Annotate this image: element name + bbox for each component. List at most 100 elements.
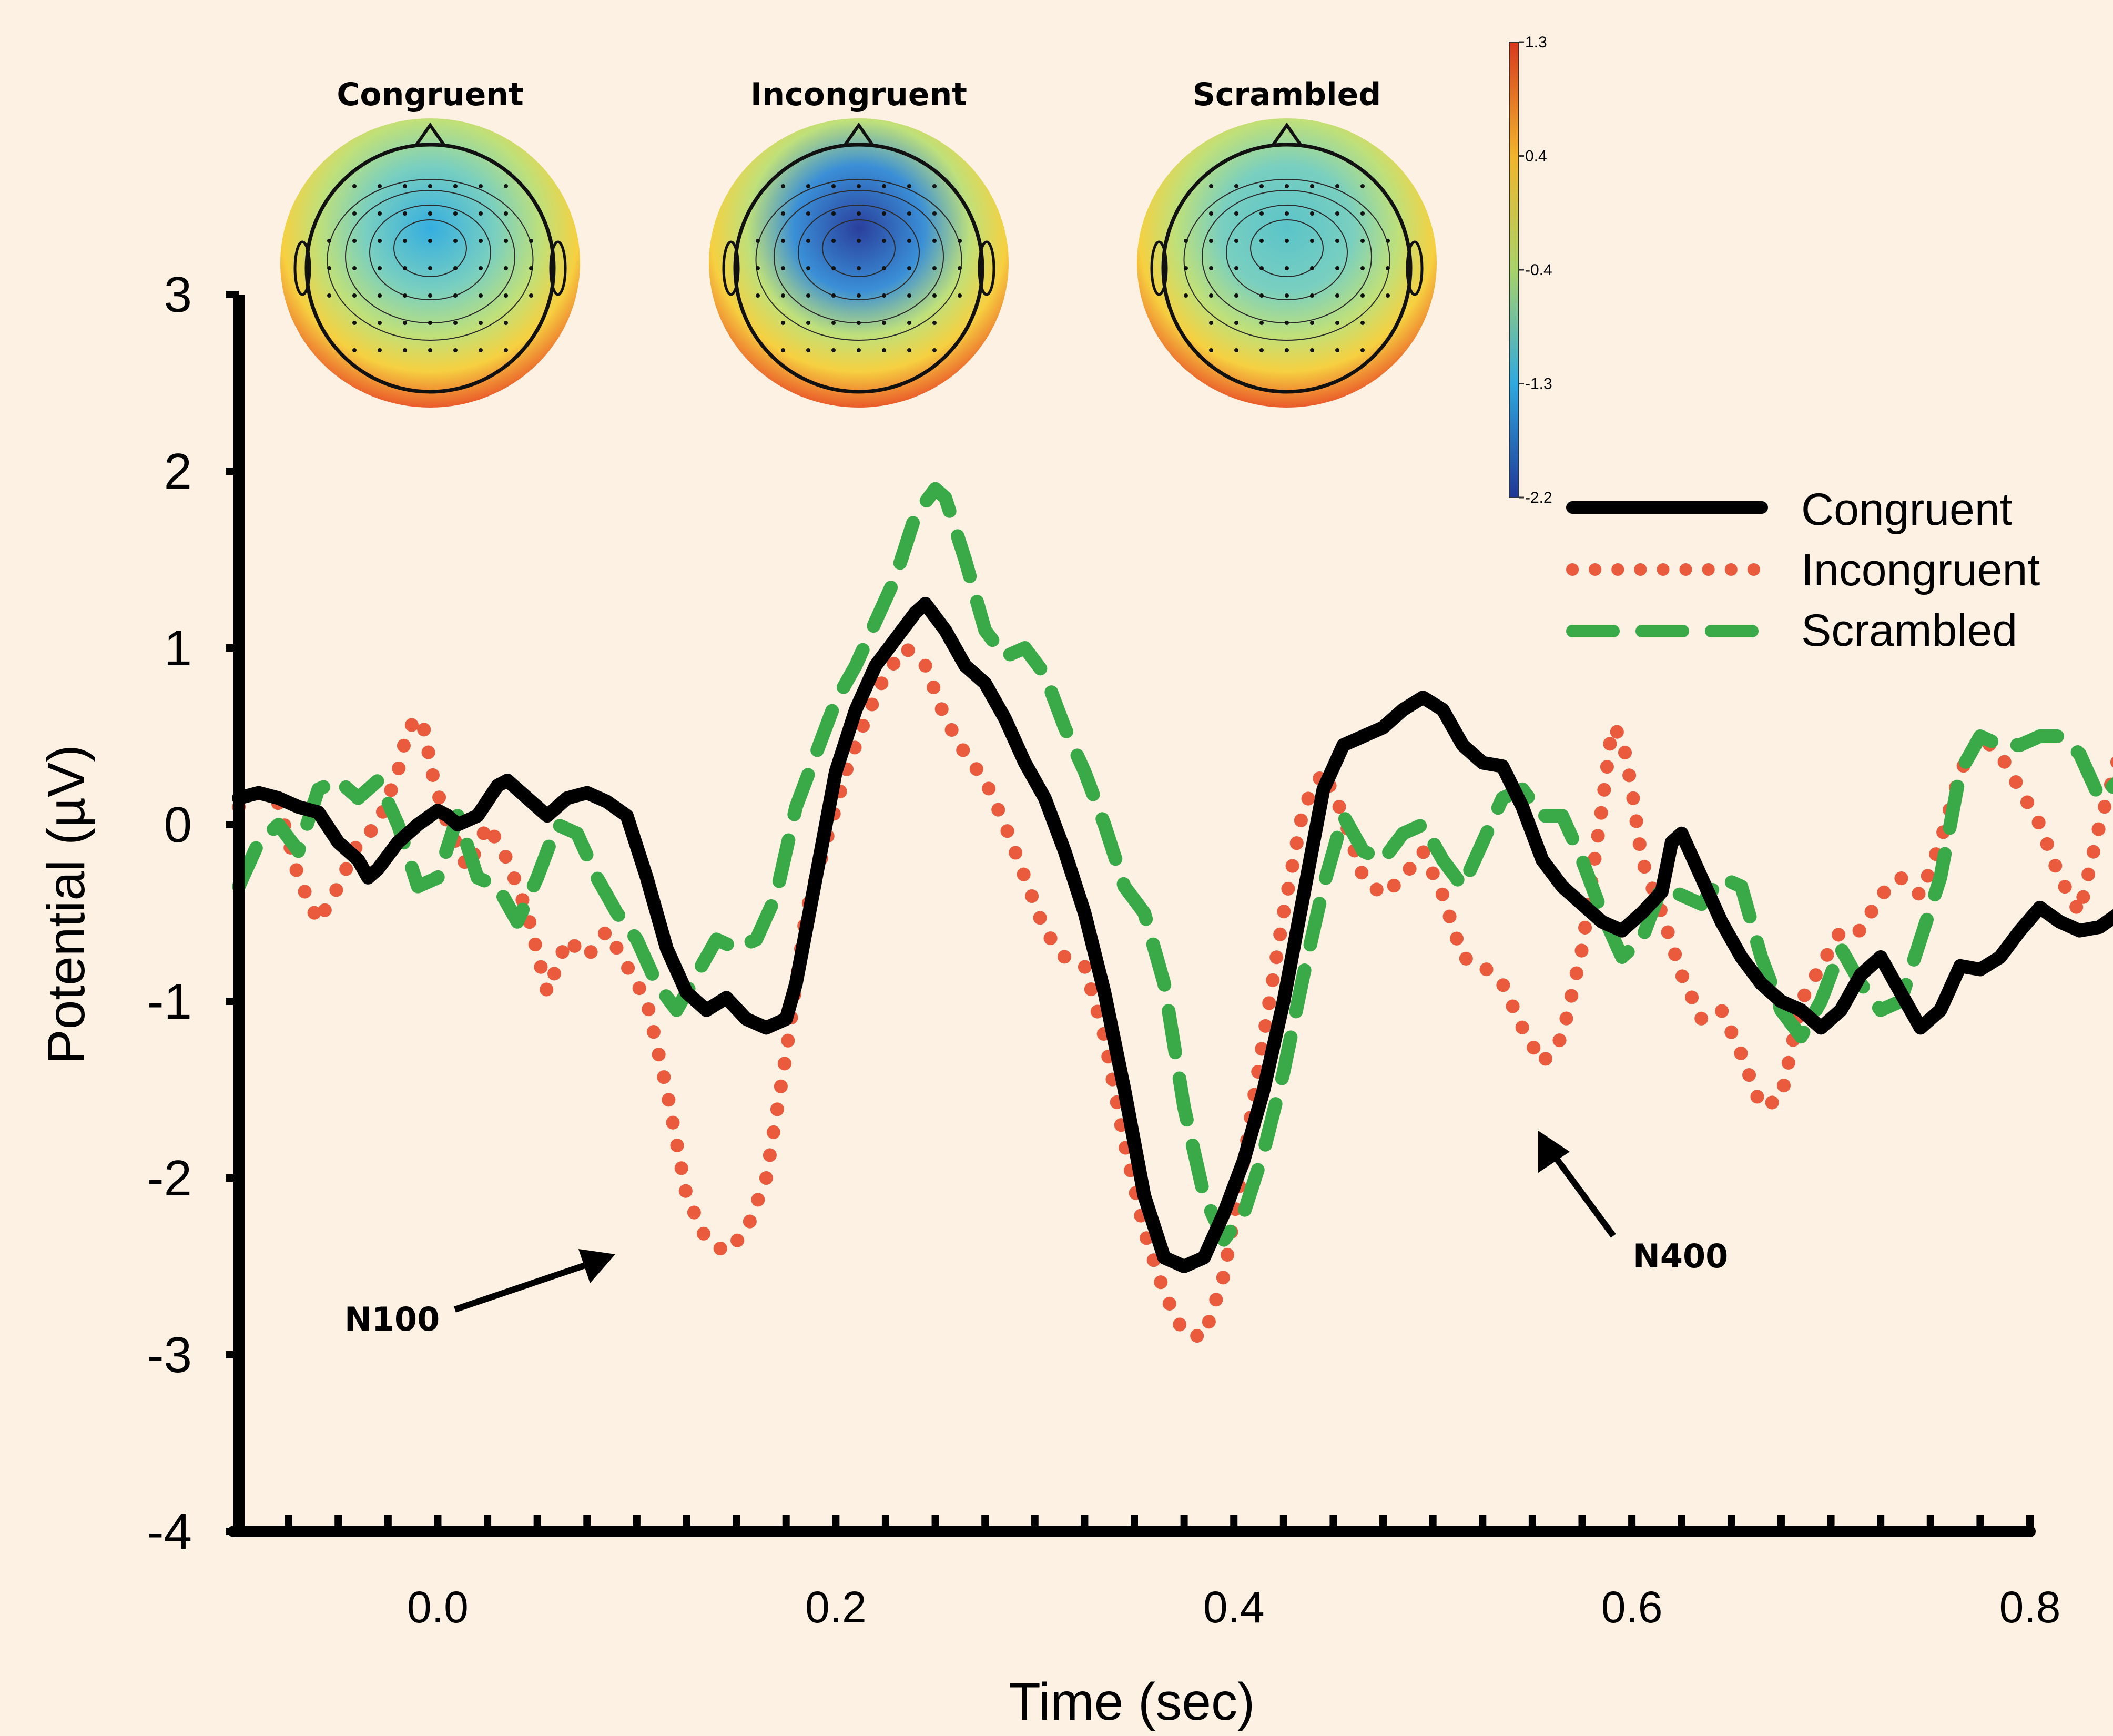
electrode-dot: [806, 321, 810, 325]
electrode-dot: [352, 211, 357, 216]
electrode-dot: [403, 184, 407, 188]
legend: Congruent Incongruent Scrambled: [1566, 484, 2040, 656]
electrode-dot: [857, 239, 861, 243]
electrode-dot: [428, 266, 432, 270]
electrode-dot: [352, 293, 357, 298]
electrode-dot: [806, 184, 810, 188]
electrode-dot: [932, 348, 937, 352]
electrode-dot: [958, 266, 962, 270]
annotation-n400: N400: [1538, 1131, 1728, 1275]
electrode-dot: [1234, 266, 1238, 270]
electrode-dot: [1360, 239, 1365, 243]
x-tick-label: 0.6: [1601, 1582, 1663, 1632]
electrode-dot: [882, 348, 886, 352]
electrode-dot: [781, 293, 785, 298]
electrode-dot: [327, 239, 331, 243]
topomap-contour: [1250, 219, 1324, 277]
topomap-contour: [798, 205, 920, 300]
electrode-dot: [1209, 348, 1213, 352]
colorbar-labels: 1.3 0.4 -0.4 -1.3 -2.2: [1519, 34, 1552, 506]
electrode-dot: [378, 211, 382, 216]
electrode-dot: [504, 239, 508, 243]
electrode-dot: [1310, 211, 1314, 216]
electrode-dot: [882, 184, 886, 188]
electrode-dot: [857, 266, 861, 270]
topomap-layer: Congruent Incongruent Scrambled: [280, 76, 1437, 408]
legend-label-incongruent: Incongruent: [1801, 545, 2040, 595]
electrode-dot: [857, 321, 861, 325]
electrode-dot: [327, 293, 331, 298]
electrode-dot: [1259, 239, 1264, 243]
y-tick-label: -2: [147, 1150, 192, 1206]
right-ear: [1406, 240, 1424, 296]
left-ear: [722, 240, 740, 296]
head-outline: [304, 143, 556, 394]
legend-label-congruent: Congruent: [1801, 484, 2013, 535]
electrode-dot: [428, 293, 432, 298]
electrode-dot: [1234, 348, 1238, 352]
colorbar-label: 0.4: [1525, 148, 1547, 165]
electrode-dot: [352, 321, 357, 325]
electrode-dot: [453, 184, 458, 188]
series-line-incongruent: [232, 641, 2113, 1344]
annotation-n100: N100: [344, 1249, 615, 1338]
electrode-dot: [1184, 239, 1188, 243]
electrode-dot: [932, 321, 937, 325]
annotation-n100-label: N100: [344, 1300, 440, 1338]
head-outline: [1161, 143, 1413, 394]
electrode-dot: [1360, 293, 1365, 298]
topomap-contour: [393, 219, 467, 277]
electrode-dot: [453, 266, 458, 270]
electrode-dot: [831, 321, 836, 325]
electrode-dot: [1234, 239, 1238, 243]
right-ear: [549, 240, 567, 296]
electrode-dot: [806, 211, 810, 216]
electrode-dot: [882, 239, 886, 243]
electrode-dot: [857, 211, 861, 216]
legend-label-scrambled: Scrambled: [1801, 605, 2017, 656]
electrode-dot: [378, 348, 382, 352]
x-ticks: 0.0 0.2 0.4 0.6 0.8: [285, 1515, 2060, 1632]
electrode-dot: [1310, 293, 1314, 298]
right-ear: [978, 240, 995, 296]
electrode-dot: [1259, 293, 1264, 298]
electrode-dot: [1335, 211, 1339, 216]
annotation-n400-arrowhead: [1538, 1131, 1570, 1173]
electrode-dot: [529, 293, 533, 298]
colorbar-label: 1.3: [1525, 34, 1547, 51]
y-tick-label: -4: [147, 1504, 192, 1560]
electrode-dot: [831, 348, 836, 352]
topomap-title: Congruent: [337, 76, 523, 113]
electrode-dot: [378, 293, 382, 298]
colorbar-label: -0.4: [1525, 261, 1552, 279]
electrode-dot: [1184, 293, 1188, 298]
electrode-dot: [806, 239, 810, 243]
electrode-dot: [1335, 184, 1339, 188]
electrode-dot: [403, 348, 407, 352]
electrode-dot: [352, 184, 357, 188]
topomap-congruent: Congruent: [280, 76, 580, 408]
electrode-dot: [1209, 184, 1213, 188]
left-ear: [293, 240, 311, 296]
x-tick-label: 0.4: [1203, 1582, 1265, 1632]
electrode-dot: [781, 321, 785, 325]
electrode-dot: [378, 239, 382, 243]
y-tick-label: 2: [164, 443, 192, 500]
electrode-dot: [1310, 239, 1314, 243]
electrode-dot: [529, 239, 533, 243]
head-outline: [733, 143, 984, 394]
electrode-dot: [403, 266, 407, 270]
electrode-dot: [781, 184, 785, 188]
topomap-surface: [709, 118, 1009, 408]
electrode-dot: [479, 184, 483, 188]
electrode-dot: [1360, 266, 1365, 270]
electrode-dot: [907, 239, 911, 243]
electrode-dot: [932, 266, 937, 270]
electrode-dot: [453, 239, 458, 243]
electrode-dot: [428, 239, 432, 243]
electrode-dot: [1285, 293, 1289, 298]
electrode-dot: [932, 211, 937, 216]
electrode-dot: [907, 184, 911, 188]
topomap-contour: [369, 205, 491, 300]
electrode-dot: [479, 348, 483, 352]
